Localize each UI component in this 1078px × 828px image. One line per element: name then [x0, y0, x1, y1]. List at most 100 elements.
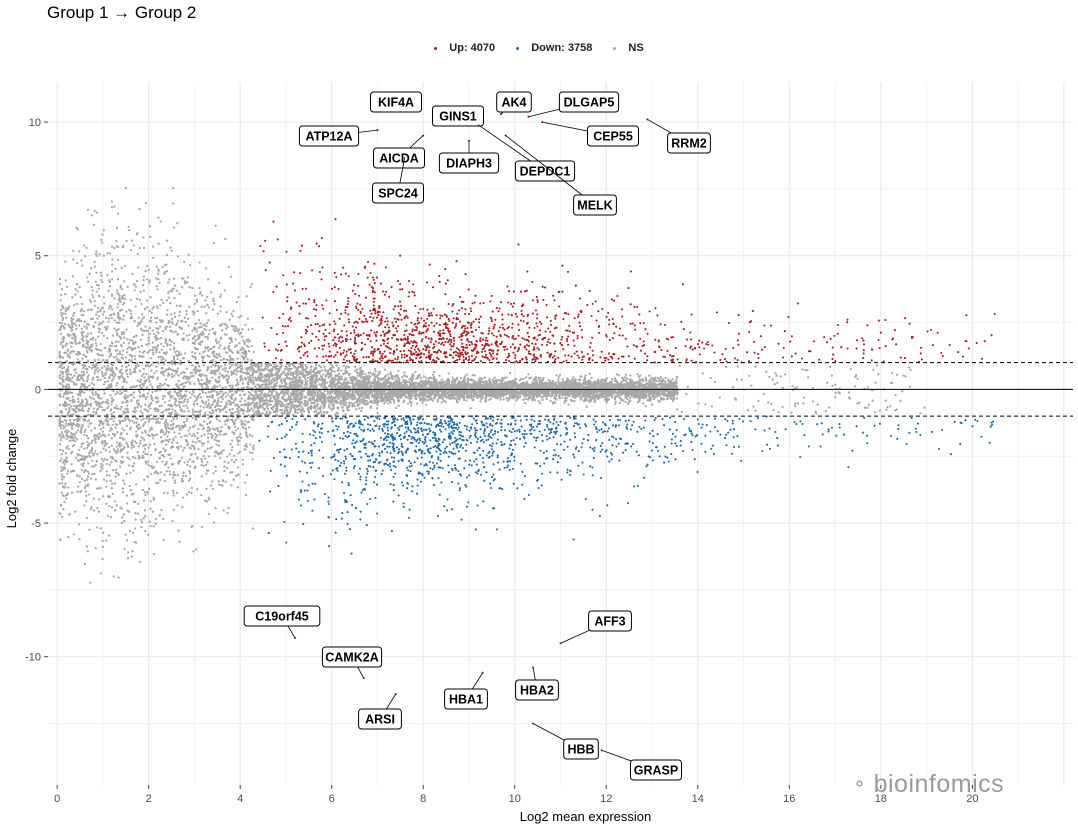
ns-point: [94, 342, 98, 345]
ns-point: [152, 417, 156, 420]
ns-point: [168, 290, 171, 293]
ns-point: [121, 349, 125, 352]
ns-point: [165, 270, 168, 273]
ns-point: [126, 509, 129, 512]
ns-point: [180, 286, 184, 289]
ns-point: [340, 369, 343, 372]
ns-point: [59, 308, 63, 312]
ns-point: [135, 361, 139, 365]
ns-point: [151, 391, 154, 394]
ns-point: [107, 289, 110, 293]
ns-point: [214, 224, 217, 227]
ns-point: [142, 444, 145, 448]
ns-point: [249, 359, 252, 362]
ns-point: [142, 517, 145, 520]
ns-point: [147, 417, 150, 420]
ns-point: [198, 439, 201, 443]
ns-point: [183, 410, 186, 413]
ns-point: [197, 365, 201, 368]
ns-point: [230, 484, 233, 487]
ns-point: [142, 450, 145, 454]
ns-point: [601, 381, 604, 384]
ns-point: [145, 417, 148, 420]
ns-point: [94, 546, 97, 550]
ns-point: [230, 390, 234, 393]
ns-point: [158, 382, 162, 385]
ns-point: [88, 384, 91, 387]
ns-point: [327, 405, 331, 408]
ns-point: [617, 374, 620, 377]
ns-point: [265, 410, 269, 414]
ns-point: [147, 336, 150, 339]
ns-point: [83, 447, 86, 450]
ns-point: [251, 435, 254, 438]
ns-point: [112, 420, 115, 423]
ns-point: [62, 465, 66, 469]
ns-point: [100, 440, 104, 443]
ns-point: [138, 391, 142, 394]
ns-point: [129, 393, 132, 397]
ns-point: [101, 430, 104, 433]
ns-point: [132, 462, 136, 465]
ns-point: [144, 460, 147, 463]
ns-point: [90, 214, 94, 217]
ns-point: [98, 253, 101, 256]
ns-point: [64, 309, 67, 313]
ns-point: [233, 461, 236, 464]
ns-point: [239, 364, 242, 367]
ns-point: [91, 459, 94, 462]
ns-point: [111, 258, 114, 261]
ns-point: [165, 299, 168, 302]
ns-point: [146, 460, 150, 463]
ns-point: [70, 431, 73, 435]
ns-point: [78, 475, 81, 478]
ns-point: [132, 469, 135, 472]
ns-point: [105, 485, 108, 488]
ns-point: [212, 241, 215, 245]
ns-point: [65, 419, 68, 423]
ns-point: [138, 442, 142, 445]
ns-point: [397, 377, 400, 380]
ns-point: [120, 444, 123, 447]
ns-point: [211, 363, 215, 367]
ns-point: [147, 339, 150, 342]
ns-point: [74, 411, 78, 414]
ns-point: [100, 331, 104, 335]
ns-point: [236, 357, 239, 360]
ns-point: [414, 370, 417, 374]
ns-point: [100, 238, 103, 241]
ns-point: [246, 357, 249, 361]
ns-point: [310, 402, 313, 405]
ns-point: [201, 424, 204, 427]
ns-point: [300, 405, 303, 408]
ns-point: [58, 321, 62, 324]
ns-point: [244, 493, 248, 497]
ns-point: [85, 434, 89, 437]
ns-point: [103, 326, 107, 329]
ns-point: [106, 514, 109, 518]
ns-point: [158, 514, 161, 517]
ns-point: [336, 378, 339, 381]
ns-point: [64, 293, 67, 296]
ns-point: [249, 451, 252, 454]
ns-point: [178, 414, 182, 417]
ns-point: [355, 371, 359, 374]
ns-point: [204, 267, 208, 270]
ns-point: [160, 441, 163, 444]
ns-point: [258, 401, 262, 404]
ns-point: [119, 450, 122, 453]
ns-point: [152, 305, 156, 309]
ns-point: [182, 404, 185, 408]
ns-point: [162, 447, 165, 450]
ns-point: [588, 372, 591, 375]
ns-point: [375, 374, 379, 378]
ns-point: [114, 340, 118, 343]
ns-point: [114, 475, 117, 478]
ns-point: [101, 545, 105, 549]
ns-point: [125, 365, 128, 369]
ns-point: [111, 468, 115, 472]
ns-point: [77, 425, 80, 428]
ns-point: [134, 456, 137, 460]
ns-point: [100, 405, 103, 409]
ns-point: [208, 382, 211, 385]
